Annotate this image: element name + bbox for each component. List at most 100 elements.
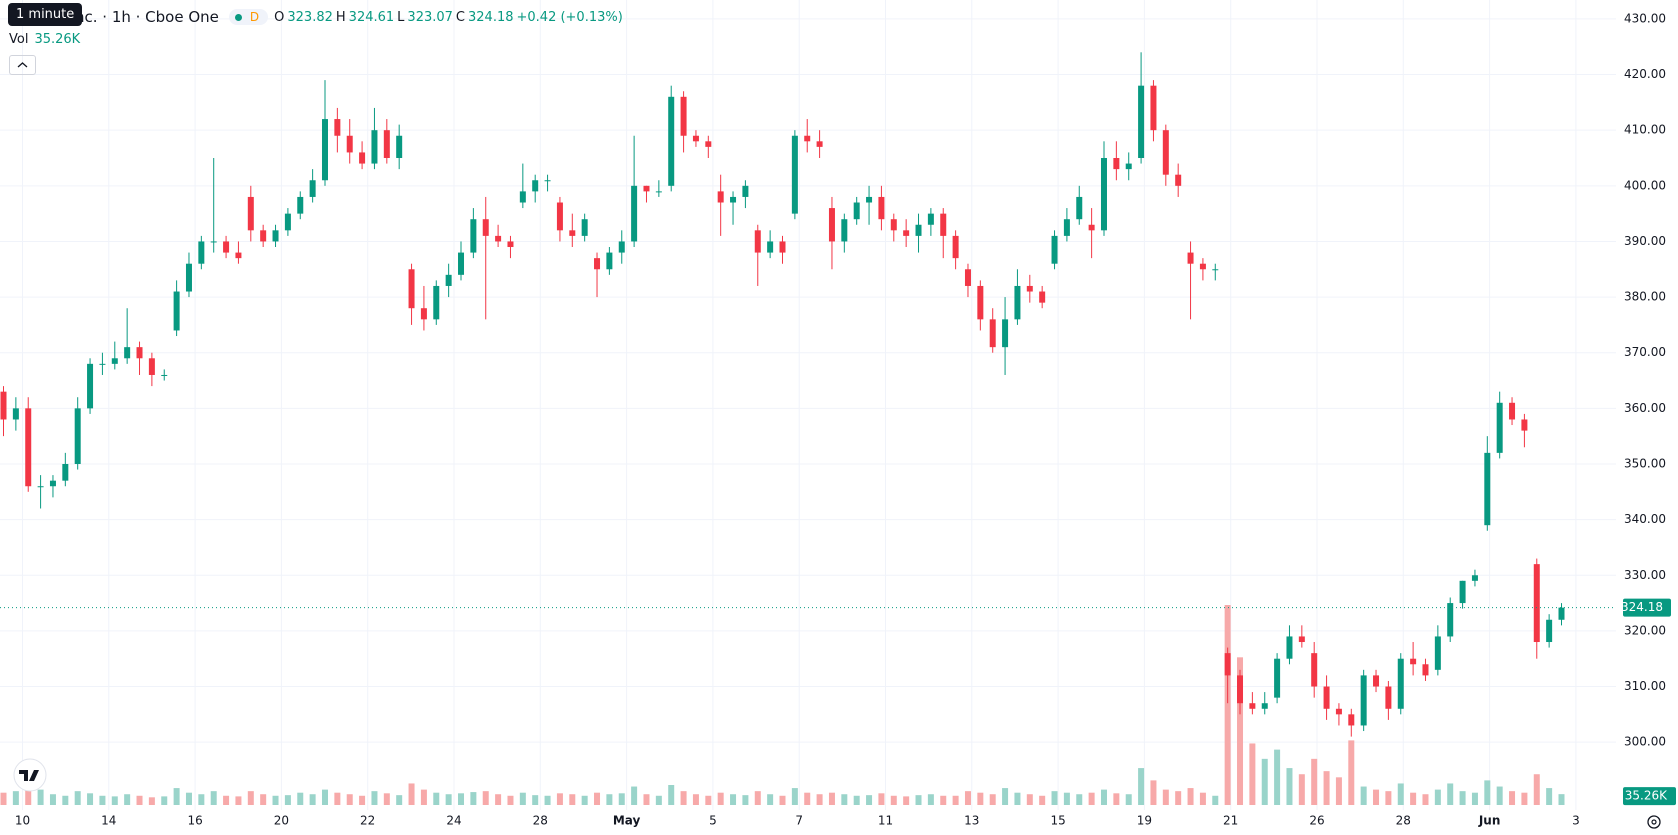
candle-body bbox=[1138, 85, 1145, 158]
status-pill: D bbox=[228, 9, 269, 25]
volume-bar bbox=[730, 794, 737, 805]
volume-bar bbox=[767, 794, 774, 805]
candle-body bbox=[458, 252, 465, 275]
volume-bar bbox=[25, 786, 32, 805]
y-tick-label: 320.00 bbox=[1624, 623, 1666, 637]
candle-body bbox=[606, 252, 613, 270]
candle-body bbox=[1323, 686, 1330, 709]
candle-body bbox=[1212, 269, 1219, 271]
candle-body bbox=[989, 319, 996, 348]
candle-body bbox=[507, 241, 514, 248]
volume-bar bbox=[1422, 794, 1429, 805]
candle-body bbox=[730, 196, 737, 203]
volume-bar bbox=[1410, 792, 1417, 805]
candle-body bbox=[705, 141, 712, 147]
volume-bar bbox=[334, 792, 341, 805]
x-tick-label: 22 bbox=[360, 814, 375, 828]
volume-bar bbox=[643, 794, 650, 805]
candle-body bbox=[742, 185, 749, 197]
candle-body bbox=[631, 185, 638, 242]
candle-body bbox=[371, 130, 378, 164]
volume-bar bbox=[87, 793, 94, 805]
x-tick-label: 14 bbox=[101, 814, 116, 828]
candle-body bbox=[482, 219, 489, 236]
volume-bar bbox=[321, 789, 328, 805]
volume-bar bbox=[742, 795, 749, 805]
candle-body bbox=[396, 135, 403, 158]
volume-bar bbox=[1286, 768, 1293, 805]
candle-body bbox=[618, 241, 625, 253]
candle-body bbox=[1434, 636, 1441, 670]
candle-body bbox=[1496, 402, 1503, 453]
volume-bar bbox=[1459, 791, 1466, 805]
volume-bar bbox=[74, 791, 81, 805]
candle-body bbox=[519, 191, 526, 203]
volume-bar bbox=[1558, 794, 1565, 805]
volume-bar bbox=[1039, 795, 1046, 805]
volume-bar bbox=[1397, 783, 1404, 805]
volume-bar bbox=[754, 791, 761, 805]
candle-body bbox=[940, 213, 947, 236]
volume-bar bbox=[1150, 780, 1157, 805]
candle-body bbox=[866, 196, 873, 203]
volume-bar bbox=[569, 794, 576, 805]
volume-bar bbox=[544, 795, 551, 805]
volume-bar bbox=[1385, 791, 1392, 805]
candle-body bbox=[124, 347, 131, 359]
volume-bar bbox=[692, 794, 699, 805]
candle-body bbox=[1274, 658, 1281, 698]
volume-value: 35.26K bbox=[34, 32, 81, 47]
volume-bar bbox=[1471, 792, 1478, 805]
candle-body bbox=[1311, 653, 1318, 687]
volume-bar bbox=[927, 794, 934, 805]
change-value: +0.42 (+0.13%) bbox=[516, 9, 623, 25]
y-tick-label: 300.00 bbox=[1624, 735, 1666, 749]
candle-body bbox=[767, 241, 774, 253]
candle-body bbox=[1014, 285, 1021, 320]
y-tick-label: 350.00 bbox=[1624, 456, 1666, 470]
candle-body bbox=[1162, 130, 1169, 175]
y-tick-label: 410.00 bbox=[1624, 123, 1666, 137]
candle-body bbox=[977, 285, 984, 320]
candle-body bbox=[1360, 675, 1367, 726]
interval-badge: D bbox=[249, 10, 260, 24]
volume-bar bbox=[37, 789, 44, 805]
candle-body bbox=[210, 241, 217, 243]
x-tick-label: 20 bbox=[274, 814, 289, 828]
x-tick-label: Jun bbox=[1478, 814, 1501, 828]
volume-bar bbox=[0, 792, 7, 805]
volume-bar bbox=[717, 792, 724, 805]
candle-body bbox=[1100, 158, 1107, 231]
candle-body bbox=[1063, 219, 1070, 236]
candle-body bbox=[136, 347, 143, 359]
candle-body bbox=[1459, 580, 1466, 604]
candle-body bbox=[791, 135, 798, 214]
candle-body bbox=[1546, 619, 1553, 643]
candle-body bbox=[544, 180, 551, 182]
volume-bar bbox=[1484, 780, 1491, 805]
candle-body bbox=[915, 224, 922, 236]
x-tick-label: 26 bbox=[1309, 814, 1324, 828]
x-tick-label: 24 bbox=[446, 814, 461, 828]
candle-body bbox=[284, 213, 291, 231]
candle-body bbox=[334, 119, 341, 136]
candle-body bbox=[1385, 686, 1392, 709]
collapse-button[interactable] bbox=[9, 55, 36, 75]
candle-body bbox=[556, 202, 563, 231]
volume-bar bbox=[235, 796, 242, 805]
close-label: C bbox=[455, 9, 465, 25]
candle-body bbox=[1026, 285, 1033, 292]
volume-bar bbox=[470, 792, 477, 805]
candle-body bbox=[841, 219, 848, 242]
x-tick-label: May bbox=[613, 814, 641, 828]
y-tick-label: 390.00 bbox=[1624, 234, 1666, 248]
volume-bar bbox=[1533, 774, 1540, 805]
volume-bar bbox=[1175, 791, 1182, 805]
candle-body bbox=[185, 263, 192, 292]
volume-bar bbox=[532, 795, 539, 805]
candle-body bbox=[359, 152, 366, 164]
last-price-label: 324.18 bbox=[1621, 600, 1663, 614]
volume-bar bbox=[185, 792, 192, 805]
volume-bar bbox=[841, 794, 848, 805]
